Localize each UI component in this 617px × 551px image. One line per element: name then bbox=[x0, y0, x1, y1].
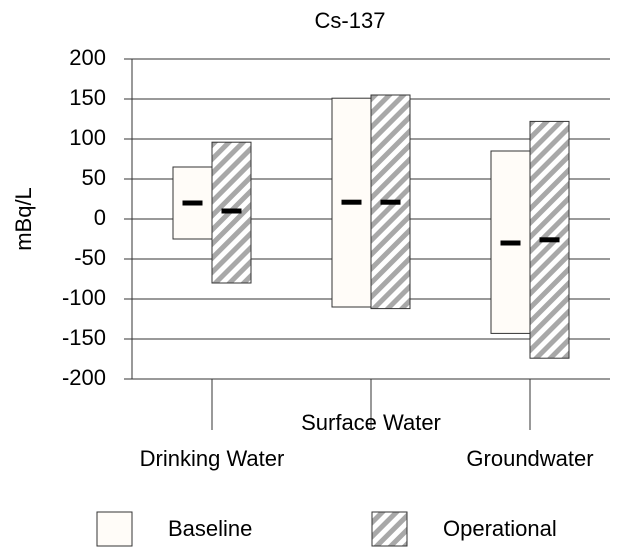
y-axis-label: mBq/L bbox=[11, 187, 36, 251]
y-tick-label: 50 bbox=[82, 165, 106, 190]
y-tick-label: -200 bbox=[62, 365, 106, 390]
mean-marker bbox=[539, 237, 560, 243]
range-bar bbox=[490, 150, 531, 334]
mean-marker bbox=[221, 208, 242, 214]
y-tick-label: 0 bbox=[94, 205, 106, 230]
mean-marker bbox=[341, 199, 362, 205]
mean-marker bbox=[380, 199, 401, 205]
y-tick-label: -150 bbox=[62, 325, 106, 350]
range-bar bbox=[331, 97, 372, 308]
x-tick-label: Surface Water bbox=[301, 410, 441, 435]
legend-swatch bbox=[96, 511, 133, 547]
y-tick-label: -100 bbox=[62, 285, 106, 310]
legend-swatch bbox=[371, 511, 408, 547]
y-tick-label: 200 bbox=[69, 45, 106, 70]
legend-label: Baseline bbox=[168, 516, 252, 541]
x-tick-label: Groundwater bbox=[466, 446, 593, 471]
y-tick-label: 100 bbox=[69, 125, 106, 150]
y-tick-label: 150 bbox=[69, 85, 106, 110]
mean-marker bbox=[500, 240, 521, 246]
chart-title: Cs-137 bbox=[315, 8, 386, 33]
legend-label: Operational bbox=[443, 516, 557, 541]
mean-marker bbox=[182, 200, 203, 206]
y-tick-label: -50 bbox=[74, 245, 106, 270]
x-tick-label: Drinking Water bbox=[140, 446, 285, 471]
